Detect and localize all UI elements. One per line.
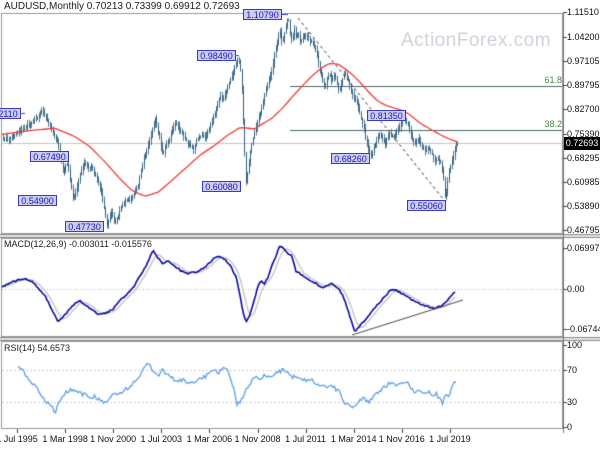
rsi-axis-label: 100 xyxy=(567,340,583,350)
macd-axis-label: 0.00 xyxy=(567,284,585,294)
swing-price-label: 1.10790 xyxy=(243,9,282,20)
y-axis-label: 0.60985 xyxy=(567,177,600,188)
y-axis-label: 0.75390 xyxy=(567,128,600,139)
x-axis-label: 1 Nov 2008 xyxy=(234,434,281,444)
watermark: ActionForex.com xyxy=(401,30,552,51)
y-axis-label: 0.53890 xyxy=(567,201,600,212)
x-axis-label: 1 Mar 2014 xyxy=(330,434,377,444)
x-axis-label: 1 Mar 1998 xyxy=(42,434,88,444)
swing-price-label: 0.67490 xyxy=(30,151,69,162)
swing-price-label: 0.54900 xyxy=(18,195,57,206)
x-axis-label: 1 Jul 1995 xyxy=(0,434,38,444)
current-price-tag: 0.72693 xyxy=(564,137,600,150)
swing-price-label: 2110 xyxy=(0,108,21,119)
macd-axis-label: -0.067448 xyxy=(567,323,600,334)
y-axis-label: 1.04200 xyxy=(567,31,600,42)
swing-price-label: 0.60080 xyxy=(202,181,241,192)
x-axis-label: 1 Nov 2000 xyxy=(90,434,137,444)
y-axis-label: 0.82700 xyxy=(567,104,600,115)
chart-title: AUDUSD,Monthly 0.70213 0.73399 0.69912 0… xyxy=(4,1,240,12)
x-axis-label: 1 Jul 2019 xyxy=(429,434,471,444)
rsi-indicator-label: RSI(14) 54.6573 xyxy=(4,343,71,353)
y-axis-label: 0.68295 xyxy=(567,152,600,163)
x-axis-label: 1 Jul 2003 xyxy=(140,434,183,444)
y-axis-label: 0.89795 xyxy=(567,80,600,91)
swing-price-label: 0.98490 xyxy=(197,50,236,61)
x-axis-label: 1 Nov 2016 xyxy=(378,434,425,444)
swing-price-label: 0.47730 xyxy=(65,221,104,232)
rsi-axis-label: 30 xyxy=(567,397,578,408)
rsi-axis-label: 0 xyxy=(567,422,573,432)
rsi-axis-label: 70 xyxy=(567,364,578,375)
x-axis-label: 1 Mar 2006 xyxy=(186,434,233,444)
macd-indicator-label: MACD(12,26,9) -0.003011 -0.015576 xyxy=(4,239,152,249)
fib-level-label: 61.8 xyxy=(544,75,562,86)
macd-axis-label: 0.069977 xyxy=(567,242,600,253)
swing-price-label: 0.55060 xyxy=(407,200,446,211)
x-axis-label: 1 Jul 2011 xyxy=(285,434,327,444)
y-axis-label: 1.11510 xyxy=(567,7,599,17)
y-axis-label: 0.46795 xyxy=(567,224,600,235)
y-axis-label: 0.97105 xyxy=(567,55,600,66)
swing-price-label: 0.81350 xyxy=(367,110,406,121)
swing-price-label: 0.68260 xyxy=(331,153,370,164)
fib-level-label: 38.2 xyxy=(544,119,562,130)
